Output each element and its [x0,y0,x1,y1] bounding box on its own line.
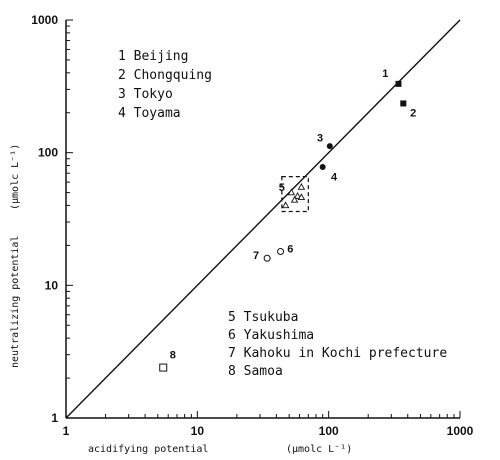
point-label: 2 [410,108,416,120]
data-point [319,163,326,170]
legend-bottom-item: 5 Tsukuba [228,310,298,325]
data-point [263,254,271,262]
legend-bottom-item: 6 Yakushima [228,328,314,343]
x-tick-label: 100 [319,424,339,438]
point-label: 3 [317,133,323,145]
data-point [290,195,299,203]
y-axis-label: neutralizing potential [10,236,21,368]
point-label: 1 [382,68,388,80]
point-label: 5 [279,182,285,194]
data-point [281,201,290,209]
y-tick-label: 1 [51,411,58,425]
legend-top-item: 2 Chongquing [118,68,212,83]
data-point [159,363,168,372]
legend-bottom: 5 Tsukuba 6 Yakushima 7 Kahoku in Kochi … [228,310,447,379]
data-point [326,143,333,150]
legend-top-item: 4 Toyama [118,106,181,121]
y-tick-label: 100 [38,146,58,160]
legend-bottom-item: 8 Samoa [228,364,283,379]
legend-bottom-item: 7 Kahoku in Kochi prefecture [228,346,447,361]
y-axis-unit: (μmolс L⁻¹) [10,144,21,210]
x-tick-label: 1 [63,424,70,438]
reference-line [65,19,461,419]
legend-top-item: 1 Beijing [118,49,188,64]
point-label: 8 [170,350,176,362]
data-point [400,100,407,107]
x-tick-label: 1000 [447,424,474,438]
x-axis-label: acidifying potential [88,444,208,455]
tsukuba-dashed-box [281,176,309,213]
data-point [277,247,285,255]
point-label: 4 [331,172,338,184]
data-point [297,182,306,190]
legend-top-item: 3 Tokyo [118,87,173,102]
data-point [287,188,296,196]
point-label: 6 [287,243,293,255]
data-point [395,80,402,87]
point-label: 7 [253,250,259,262]
y-tick-label: 1000 [31,13,58,27]
legend-top: 1 Beijing 2 Chongquing 3 Tokyo 4 Toyama [118,49,212,121]
x-axis-unit: (μmolс L⁻¹) [286,444,352,455]
data-point [297,193,306,201]
x-tick-label: 10 [191,424,205,438]
y-tick-label: 10 [45,278,59,292]
data-point [293,192,302,199]
